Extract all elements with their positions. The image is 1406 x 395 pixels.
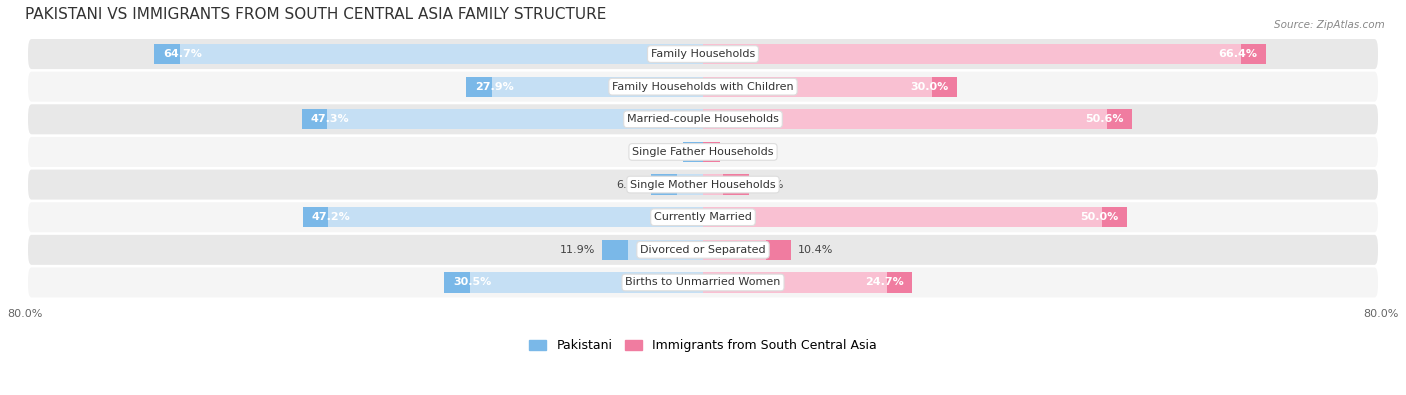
FancyBboxPatch shape xyxy=(28,202,1378,232)
Text: Family Households: Family Households xyxy=(651,49,755,59)
Bar xyxy=(683,142,703,162)
Text: 50.6%: 50.6% xyxy=(1085,114,1123,124)
Text: Currently Married: Currently Married xyxy=(654,212,752,222)
Text: Source: ZipAtlas.com: Source: ZipAtlas.com xyxy=(1274,20,1385,30)
Text: 30.0%: 30.0% xyxy=(911,82,949,92)
Text: Family Households with Children: Family Households with Children xyxy=(612,82,794,92)
FancyBboxPatch shape xyxy=(28,137,1378,167)
Bar xyxy=(302,207,703,228)
FancyBboxPatch shape xyxy=(28,235,1378,265)
FancyBboxPatch shape xyxy=(28,104,1378,134)
Text: 47.3%: 47.3% xyxy=(311,114,349,124)
Bar xyxy=(444,273,470,293)
Bar xyxy=(703,142,720,162)
Bar xyxy=(723,175,749,195)
Bar xyxy=(651,175,703,195)
FancyBboxPatch shape xyxy=(28,39,1378,69)
Text: 5.4%: 5.4% xyxy=(755,180,785,190)
Bar xyxy=(683,142,703,162)
Text: 10.4%: 10.4% xyxy=(799,245,834,255)
Bar xyxy=(703,273,912,293)
Text: 30.5%: 30.5% xyxy=(453,277,491,288)
Text: Divorced or Separated: Divorced or Separated xyxy=(640,245,766,255)
Bar xyxy=(703,109,1132,130)
Text: Single Father Households: Single Father Households xyxy=(633,147,773,157)
Bar xyxy=(302,207,328,228)
Text: Single Mother Households: Single Mother Households xyxy=(630,180,776,190)
FancyBboxPatch shape xyxy=(28,169,1378,199)
Legend: Pakistani, Immigrants from South Central Asia: Pakistani, Immigrants from South Central… xyxy=(524,334,882,357)
Bar xyxy=(302,109,328,130)
Bar xyxy=(703,142,720,162)
Bar xyxy=(766,240,792,260)
Bar xyxy=(1107,109,1132,130)
Bar xyxy=(703,175,749,195)
Text: 50.0%: 50.0% xyxy=(1080,212,1119,222)
FancyBboxPatch shape xyxy=(28,71,1378,102)
Text: 47.2%: 47.2% xyxy=(311,212,350,222)
Bar xyxy=(444,273,703,293)
Bar xyxy=(602,240,627,260)
Text: Married-couple Households: Married-couple Households xyxy=(627,114,779,124)
Bar xyxy=(703,240,792,260)
Bar xyxy=(302,109,703,130)
Bar xyxy=(155,44,703,64)
Bar xyxy=(467,77,703,97)
Bar xyxy=(651,175,676,195)
Text: Births to Unmarried Women: Births to Unmarried Women xyxy=(626,277,780,288)
Text: 11.9%: 11.9% xyxy=(560,245,595,255)
Bar xyxy=(703,77,957,97)
Text: 2.0%: 2.0% xyxy=(727,147,755,157)
Text: 2.3%: 2.3% xyxy=(648,147,676,157)
Bar xyxy=(703,207,1128,228)
Text: PAKISTANI VS IMMIGRANTS FROM SOUTH CENTRAL ASIA FAMILY STRUCTURE: PAKISTANI VS IMMIGRANTS FROM SOUTH CENTR… xyxy=(25,7,606,22)
Text: 66.4%: 66.4% xyxy=(1219,49,1257,59)
Bar xyxy=(703,44,1265,64)
Text: 6.1%: 6.1% xyxy=(616,180,644,190)
Text: 27.9%: 27.9% xyxy=(475,82,513,92)
Text: 24.7%: 24.7% xyxy=(865,277,904,288)
Bar xyxy=(1101,207,1128,228)
FancyBboxPatch shape xyxy=(28,267,1378,297)
Bar xyxy=(602,240,703,260)
Bar xyxy=(887,273,912,293)
Bar xyxy=(467,77,492,97)
Bar xyxy=(155,44,180,64)
Bar xyxy=(932,77,957,97)
Bar xyxy=(1240,44,1265,64)
Text: 64.7%: 64.7% xyxy=(163,49,201,59)
